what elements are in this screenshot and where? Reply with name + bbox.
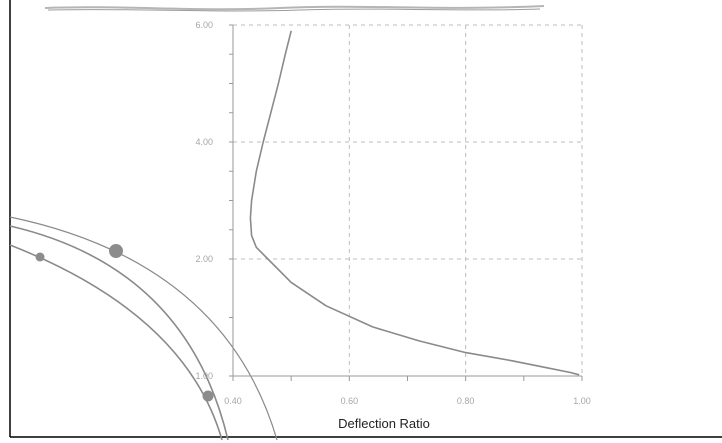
- arc-marker-large: [109, 244, 123, 258]
- brush-stroke-decoration: [44, 5, 545, 12]
- x-axis-title: Deflection Ratio: [338, 416, 430, 431]
- middle-arc: [9, 225, 229, 441]
- arc-marker-small-bottom: [202, 390, 214, 402]
- y-tick-label: 6.00: [195, 20, 213, 30]
- y-tick-label: 4.00: [195, 137, 213, 147]
- x-tick-label: 1.00: [573, 396, 591, 406]
- arc-marker-small-left: [35, 252, 45, 262]
- x-tick-label: 0.80: [457, 396, 475, 406]
- series-line-1: [249, 30, 580, 376]
- y-tick-label: 2.00: [195, 254, 213, 264]
- outer-arc: [9, 216, 278, 441]
- inner-arc: [9, 244, 223, 441]
- arc-decoration: [9, 216, 278, 441]
- x-tick-label: 0.60: [341, 396, 359, 406]
- x-tick-label: 0.40: [224, 396, 242, 406]
- y-tick-label: 1.00: [195, 371, 213, 381]
- plot-area: 1.00 2.00 4.00 6.00 0.40 0.60 0.80 1.00: [195, 20, 590, 406]
